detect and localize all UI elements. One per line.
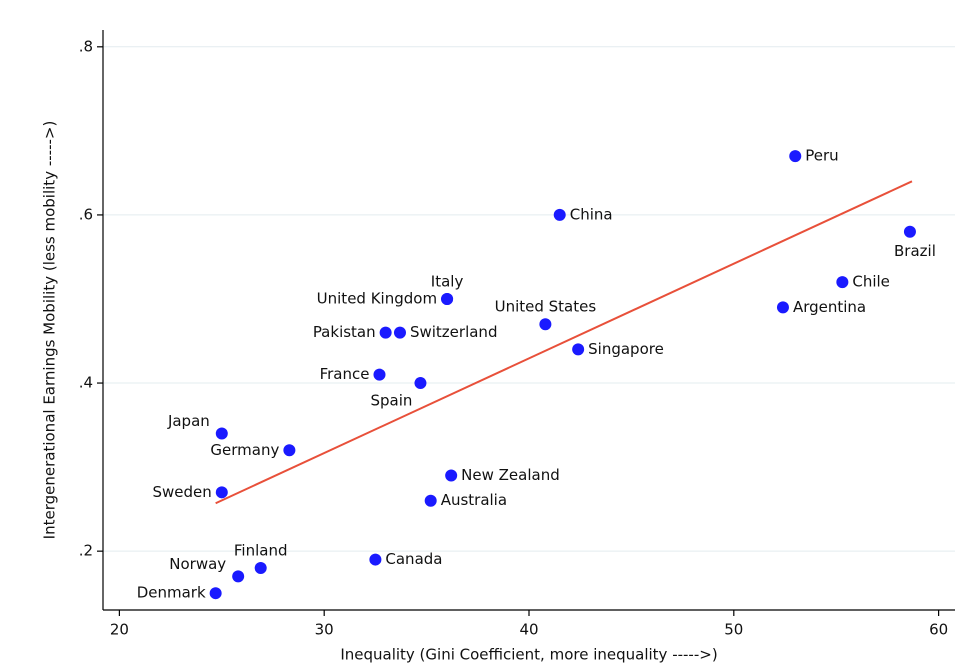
point-label: Japan <box>167 412 210 430</box>
point-label: United States <box>495 298 597 316</box>
x-axis-title: Inequality (Gini Coefficient, more inequ… <box>340 646 717 664</box>
point <box>215 427 228 440</box>
point <box>209 587 222 600</box>
x-tick-label: 30 <box>315 621 334 639</box>
point-label: Brazil <box>894 242 936 260</box>
point <box>776 301 789 314</box>
point <box>393 326 406 339</box>
point-label: Chile <box>852 273 890 291</box>
point-label: Norway <box>169 555 226 573</box>
point <box>789 150 802 163</box>
point-label: Peru <box>805 147 838 165</box>
y-tick-label: .2 <box>79 542 93 560</box>
point-label: France <box>320 365 370 383</box>
point <box>836 276 849 289</box>
point-label: New Zealand <box>461 466 560 484</box>
point <box>373 368 386 381</box>
x-tick-label: 60 <box>929 621 948 639</box>
y-tick-label: .6 <box>79 205 93 223</box>
point-label: China <box>570 205 613 223</box>
point-label: Finland <box>234 541 288 559</box>
point <box>572 343 585 356</box>
point-label: Germany <box>210 441 279 459</box>
point <box>553 208 566 221</box>
x-tick-label: 20 <box>110 621 129 639</box>
point-label: Argentina <box>793 298 866 316</box>
y-tick-label: .4 <box>79 374 93 392</box>
point <box>539 318 552 331</box>
point <box>215 486 228 499</box>
point-label: Australia <box>441 491 507 509</box>
point-label: Canada <box>385 550 442 568</box>
point-label: Sweden <box>153 483 212 501</box>
point-label: Denmark <box>137 584 206 602</box>
point <box>903 225 916 238</box>
point <box>414 377 427 390</box>
point <box>424 494 437 507</box>
y-tick-label: .8 <box>79 37 93 55</box>
point <box>369 553 382 566</box>
point <box>445 469 458 482</box>
x-tick-label: 50 <box>724 621 743 639</box>
point-label: Pakistan <box>313 323 376 341</box>
x-tick-label: 40 <box>519 621 538 639</box>
y-axis-title: Intergenerational Earnings Mobility (les… <box>41 121 59 540</box>
point <box>379 326 392 339</box>
point <box>254 561 267 574</box>
point-label: Switzerland <box>410 323 498 341</box>
fit-line <box>215 180 913 505</box>
point <box>441 292 454 305</box>
point <box>232 570 245 583</box>
point-label: Singapore <box>588 340 664 358</box>
point <box>283 444 296 457</box>
point-label: United Kingdom <box>317 289 437 307</box>
point-label: Italy <box>431 272 464 290</box>
point-label: Spain <box>371 392 413 410</box>
